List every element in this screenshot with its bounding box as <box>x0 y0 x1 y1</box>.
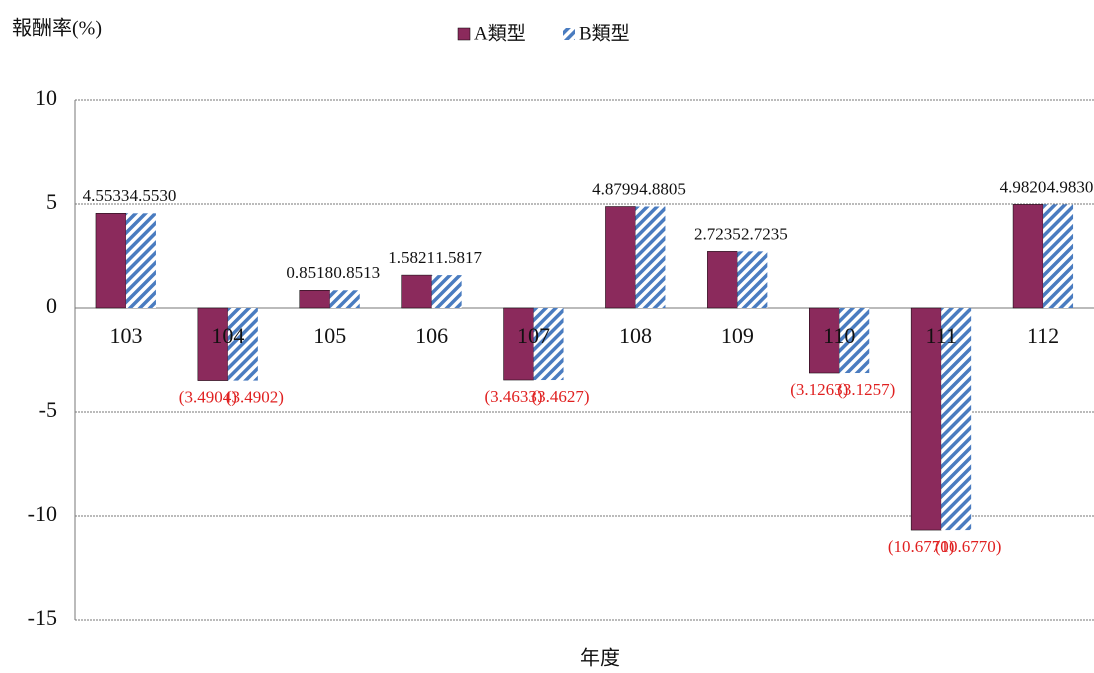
data-label: 4.5530 <box>130 186 177 205</box>
data-label: 4.8799 <box>592 179 639 198</box>
legend-swatch <box>563 28 575 40</box>
data-label: 0.8518 <box>286 263 333 282</box>
data-label: (3.1263) <box>790 380 848 399</box>
x-tick-label: 106 <box>415 323 448 348</box>
y-axis-label: 報酬率(%) <box>12 17 102 40</box>
data-label: 4.9830 <box>1047 177 1094 196</box>
data-label: (3.4902) <box>226 388 284 407</box>
legend-swatch <box>457 27 471 41</box>
legend-label: B類型 <box>579 22 630 44</box>
data-label: (3.4904) <box>179 388 237 407</box>
bar <box>1043 204 1074 308</box>
data-label: (3.4633) <box>485 387 543 406</box>
x-tick-label: 110 <box>823 323 855 348</box>
y-tick-label: 10 <box>35 85 57 110</box>
bar <box>707 251 738 309</box>
bar <box>941 308 972 531</box>
x-tick-label: 104 <box>211 323 244 348</box>
y-tick-label: -15 <box>28 605 57 630</box>
x-tick-label: 111 <box>925 323 956 348</box>
x-tick-label: 108 <box>619 323 652 348</box>
data-label: 0.8513 <box>333 263 380 282</box>
data-label: 2.7235 <box>741 224 788 243</box>
data-label: 4.8805 <box>639 179 686 198</box>
bar <box>910 307 942 531</box>
data-label: 4.9820 <box>1000 177 1047 196</box>
data-label: (3.4627) <box>532 387 590 406</box>
bar <box>299 290 330 309</box>
x-axis-label: 年度 <box>580 647 620 670</box>
y-tick-label: 0 <box>46 293 57 318</box>
bar <box>605 206 636 309</box>
data-label: (10.6770) <box>935 537 1002 556</box>
bar <box>533 308 564 381</box>
bar <box>635 206 666 308</box>
data-label: 1.5817 <box>435 248 482 267</box>
bar <box>95 213 127 309</box>
x-tick-label: 107 <box>517 323 550 348</box>
bar <box>197 307 229 381</box>
bar <box>503 307 534 381</box>
x-tick-label: 109 <box>721 323 754 348</box>
x-tick-label: 112 <box>1027 323 1059 348</box>
bar <box>431 275 462 308</box>
data-label: 4.5533 <box>83 186 130 205</box>
bar <box>125 213 156 308</box>
data-label: (3.1257) <box>837 380 895 399</box>
bar <box>1012 204 1044 309</box>
x-tick-label: 103 <box>109 323 142 348</box>
data-label: (10.6770) <box>888 537 955 556</box>
bar <box>329 290 360 308</box>
x-tick-label: 105 <box>313 323 346 348</box>
bar <box>227 308 258 381</box>
bar <box>839 308 870 374</box>
y-tick-label: -5 <box>39 397 57 422</box>
data-label: 2.7235 <box>694 224 741 243</box>
y-tick-label: -10 <box>28 501 57 526</box>
data-label: 1.5821 <box>388 248 435 267</box>
bar <box>737 251 768 308</box>
legend-label: A類型 <box>474 22 526 44</box>
bar <box>401 274 432 309</box>
bar <box>809 307 840 374</box>
y-tick-label: 5 <box>46 189 57 214</box>
